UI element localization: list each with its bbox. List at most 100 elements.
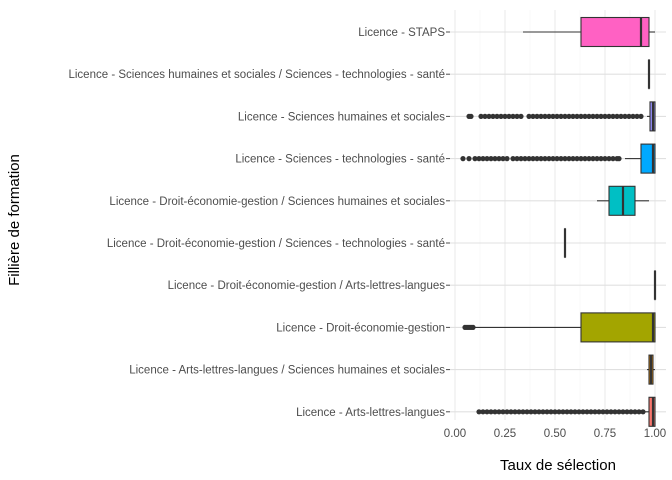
outlier-point: [634, 113, 640, 119]
outlier-point: [516, 409, 522, 415]
outlier-point: [542, 156, 548, 162]
outlier-point: [588, 409, 594, 415]
outlier-point: [582, 156, 588, 162]
outlier-point: [500, 156, 506, 162]
outlier-point: [548, 409, 554, 415]
outlier-point: [594, 113, 600, 119]
y-tick-label: Licence - Sciences humaines et sociales …: [68, 69, 445, 81]
y-tick-label: Licence - Sciences - technologies - sant…: [235, 154, 445, 166]
outlier-point: [630, 113, 636, 119]
outlier-point: [482, 113, 488, 119]
outlier-point: [576, 409, 582, 415]
box-body: [580, 16, 650, 48]
outlier-point: [494, 113, 500, 119]
outlier-point: [554, 113, 560, 119]
box-3: [460, 143, 656, 174]
outlier-point: [538, 113, 544, 119]
outlier-point: [586, 113, 592, 119]
outlier-point: [616, 156, 622, 162]
outlier-point: [632, 409, 638, 415]
outlier-point: [500, 409, 506, 415]
outlier-point: [608, 409, 614, 415]
outlier-point: [488, 156, 494, 162]
outlier-point: [558, 113, 564, 119]
box-8: [647, 354, 655, 385]
outlier-point: [484, 409, 490, 415]
outlier-point: [532, 409, 538, 415]
outlier-point: [638, 113, 644, 119]
x-tick-label: 0.00: [444, 428, 466, 440]
outlier-point: [510, 156, 516, 162]
x-tick-label: 0.75: [594, 428, 616, 440]
box-body: [580, 312, 656, 343]
outlier-point: [530, 156, 536, 162]
box-9: [476, 396, 656, 427]
outlier-point: [606, 156, 612, 162]
outlier-point: [626, 113, 632, 119]
outlier-point: [604, 409, 610, 415]
x-tick-labels: 0.00 0.25 0.50 0.75 1.00: [444, 428, 666, 440]
outlier-point: [640, 409, 646, 415]
outlier-point: [622, 113, 628, 119]
outlier-point: [636, 409, 642, 415]
outlier-point: [504, 156, 510, 162]
outlier-point: [590, 113, 596, 119]
outlier-point: [490, 113, 496, 119]
outlier-point: [546, 156, 552, 162]
outlier-point: [530, 113, 536, 119]
y-tick-label: Licence - Sciences humaines et sociales: [238, 111, 445, 123]
outlier-point: [550, 156, 556, 162]
outlier-point: [472, 156, 478, 162]
y-tick-label: Licence - Droit-économie-gestion / Scien…: [109, 196, 445, 208]
outlier-point: [508, 409, 514, 415]
outlier-point: [558, 156, 564, 162]
outlier-point: [562, 156, 568, 162]
outlier-point: [570, 113, 576, 119]
outlier-point: [518, 113, 524, 119]
outlier-point: [570, 156, 576, 162]
outlier-point: [538, 156, 544, 162]
outlier-point: [460, 156, 466, 162]
outlier-point: [512, 409, 518, 415]
outlier-point: [522, 156, 528, 162]
outlier-point: [536, 409, 542, 415]
outlier-point: [612, 409, 618, 415]
outlier-point: [476, 156, 482, 162]
outlier-point: [590, 156, 596, 162]
x-tick-label: 0.50: [544, 428, 566, 440]
outlier-point: [566, 113, 572, 119]
outlier-point: [546, 113, 552, 119]
y-tick-label: Licence - Droit-économie-gestion / Arts-…: [168, 280, 446, 292]
outlier-point: [514, 156, 520, 162]
outlier-point: [520, 409, 526, 415]
outlier-point: [566, 156, 572, 162]
outlier-point: [620, 409, 626, 415]
outlier-point: [624, 409, 630, 415]
outlier-point: [480, 156, 486, 162]
outlier-point: [552, 409, 558, 415]
outlier-point: [602, 156, 608, 162]
outlier-point: [578, 113, 584, 119]
outlier-point: [574, 156, 580, 162]
outlier-point: [610, 113, 616, 119]
outlier-point: [486, 113, 492, 119]
outlier-point: [610, 156, 616, 162]
x-axis-title: Taux de sélection: [500, 457, 616, 474]
y-tick-labels: Licence - STAPS Licence - Sciences humain…: [68, 27, 450, 419]
outlier-point: [466, 156, 472, 162]
outlier-point: [502, 113, 508, 119]
outlier-point: [556, 409, 562, 415]
x-tick-label: 0.25: [494, 428, 516, 440]
outlier-point: [526, 113, 532, 119]
outlier-point: [586, 156, 592, 162]
outlier-point: [572, 409, 578, 415]
outlier-point: [544, 409, 550, 415]
outlier-point: [492, 156, 498, 162]
outlier-point: [550, 113, 556, 119]
outlier-point: [526, 156, 532, 162]
y-tick-label: Licence - Arts-lettres-langues / Science…: [129, 365, 445, 377]
outlier-point: [524, 409, 530, 415]
y-tick-label: Licence - Droit-économie-gestion / Scien…: [107, 238, 445, 250]
outlier-point: [568, 409, 574, 415]
